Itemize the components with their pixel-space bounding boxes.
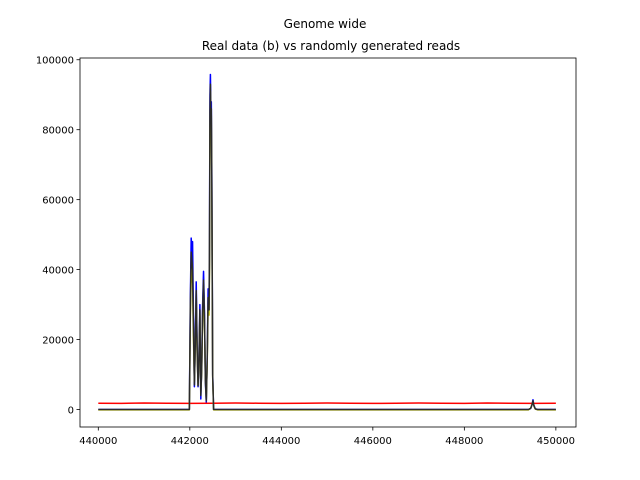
x-tick-label: 444000 <box>262 436 300 447</box>
y-tick-label: 100000 <box>36 56 74 67</box>
x-tick-label: 440000 <box>79 436 117 447</box>
axes: 440000 442000 444000 446000 448000 450000 0 200… <box>36 56 577 447</box>
x-tick-label: 446000 <box>354 436 392 447</box>
plot-frame <box>79 57 577 428</box>
series-line-3 <box>98 83 556 411</box>
y-tick-label: 40000 <box>42 266 74 277</box>
plot-area <box>98 73 556 411</box>
chart-subtitle: Real data (b) vs randomly generated read… <box>202 39 460 53</box>
y-tick-label: 20000 <box>42 336 74 347</box>
y-tick-label: 80000 <box>42 126 74 137</box>
series-line-0 <box>98 73 556 411</box>
series-line-2 <box>98 90 556 411</box>
y-tick-label: 60000 <box>42 196 74 207</box>
chart-title: Genome wide <box>284 17 367 31</box>
y-tick-label: 0 <box>68 406 74 417</box>
x-tick-label: 450000 <box>537 436 575 447</box>
x-tick-label: 442000 <box>171 436 209 447</box>
x-tick-label: 448000 <box>445 436 483 447</box>
